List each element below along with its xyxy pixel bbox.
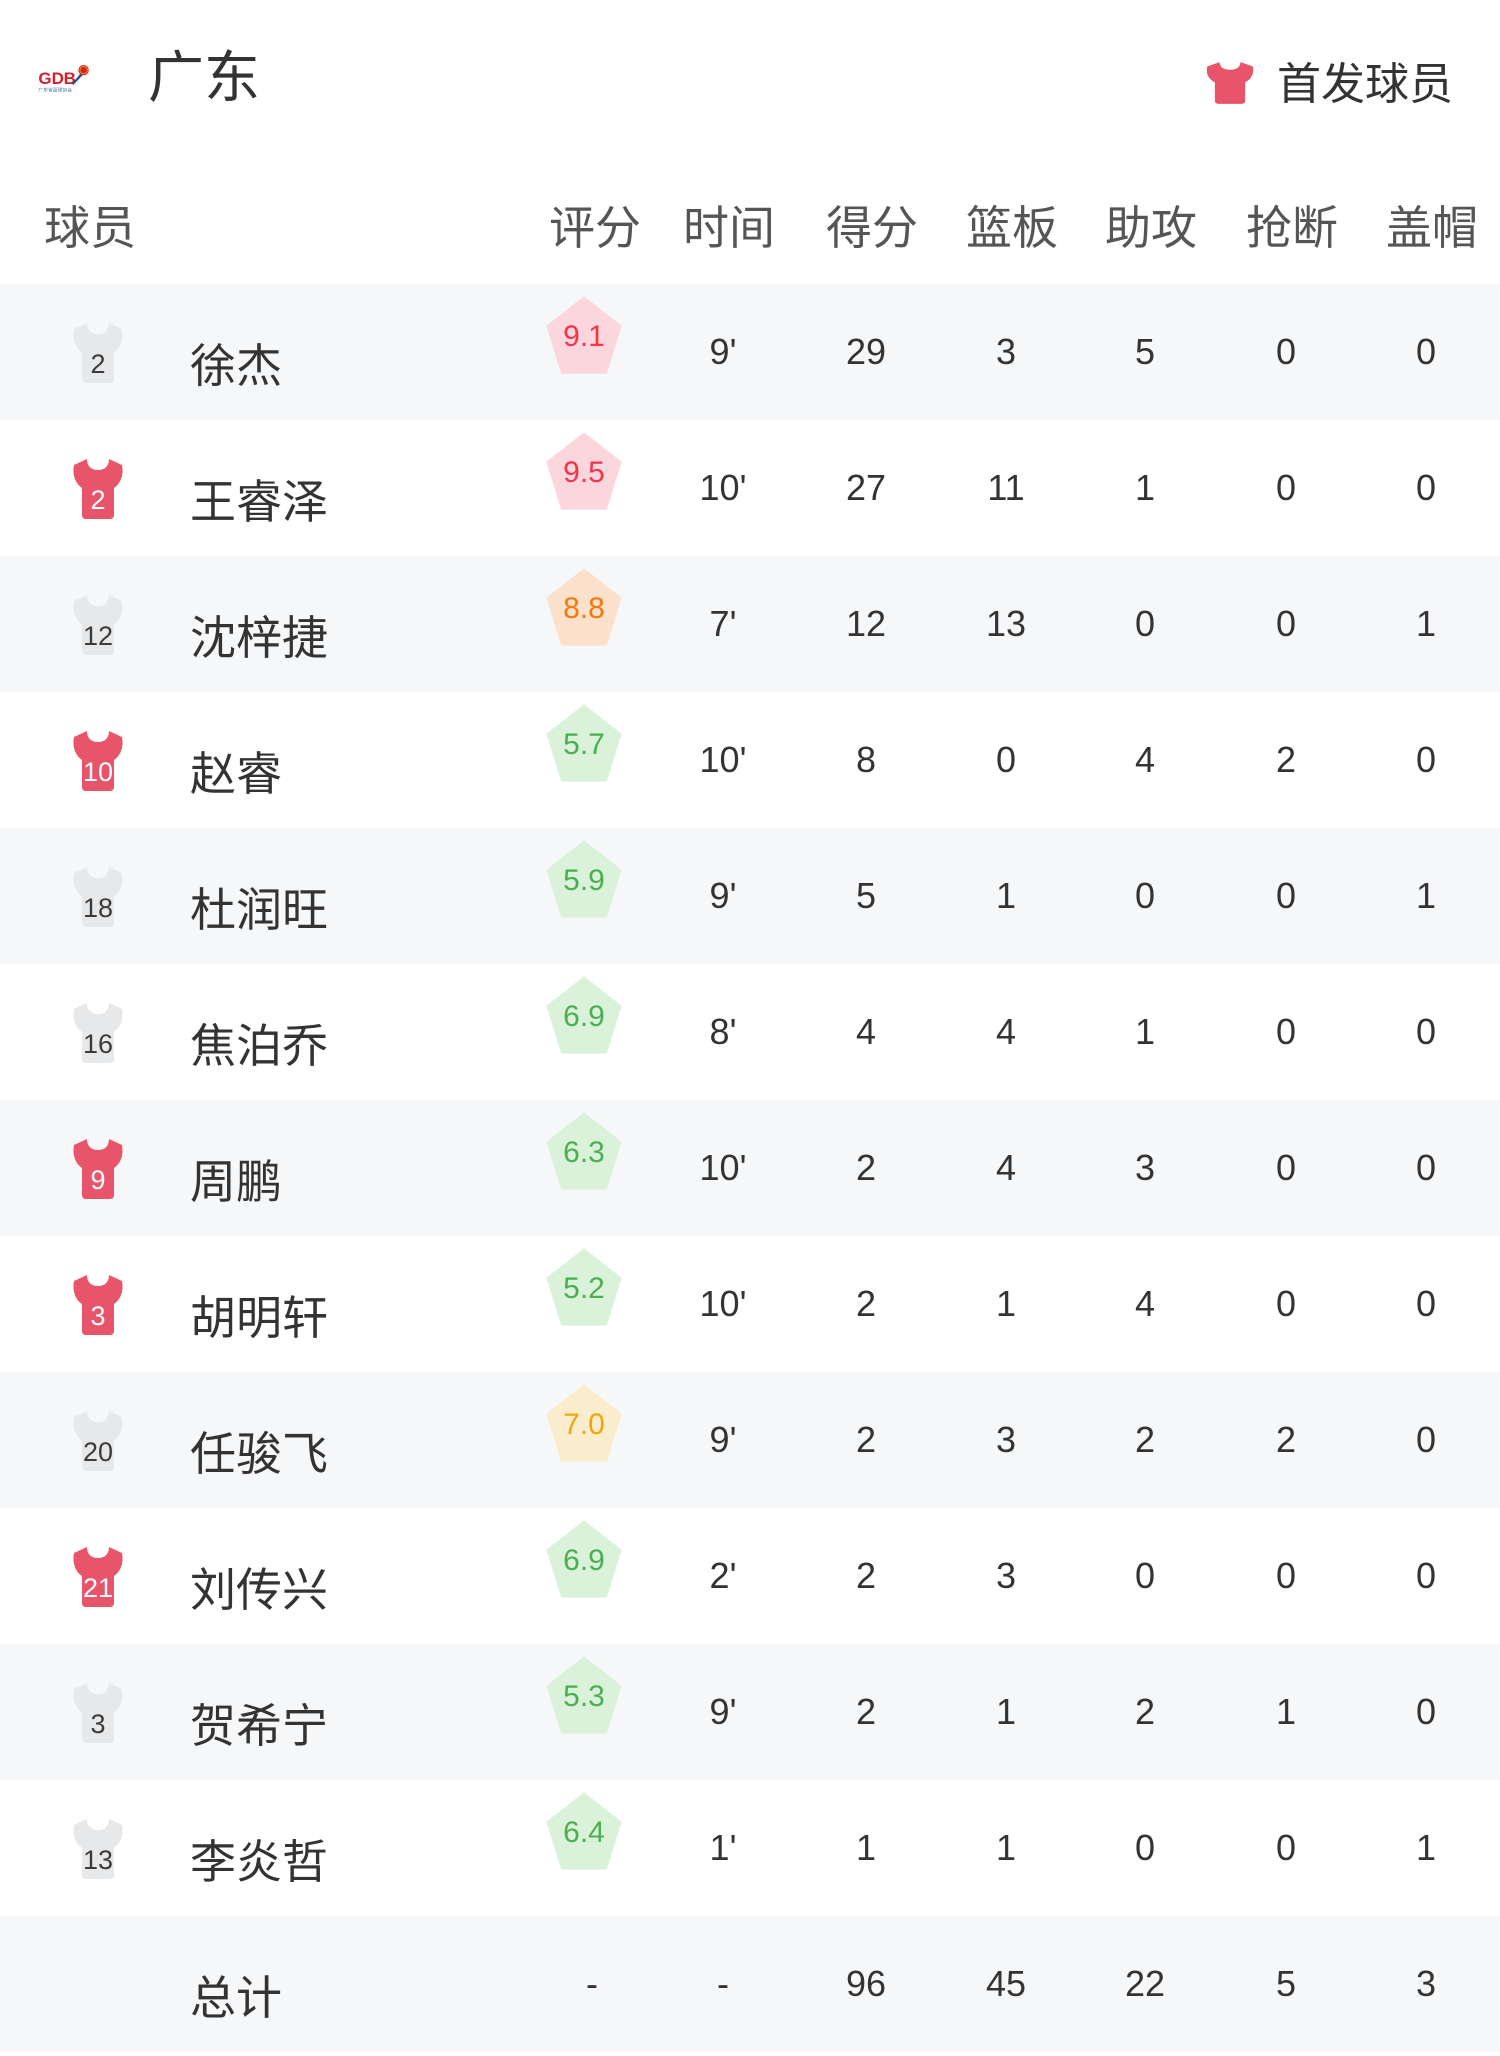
- svg-text:B: B: [64, 69, 76, 88]
- svg-text:GD: GD: [38, 69, 64, 88]
